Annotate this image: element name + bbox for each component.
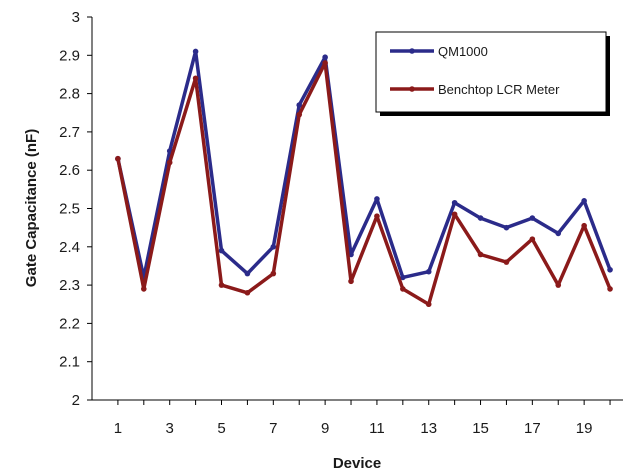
data-point	[296, 102, 303, 108]
data-point	[115, 155, 121, 162]
x-tick-label: 13	[420, 420, 437, 437]
x-tick-label: 5	[217, 420, 225, 437]
data-point	[192, 75, 199, 82]
x-axis-title: Device	[333, 455, 381, 472]
x-tick-label: 19	[576, 420, 593, 437]
data-point	[607, 286, 613, 292]
data-point	[322, 54, 328, 61]
y-tick-label: 2.5	[59, 201, 80, 218]
data-point	[218, 247, 225, 254]
data-point	[425, 301, 432, 308]
data-point	[166, 159, 173, 166]
x-tick-label: 9	[321, 420, 329, 437]
data-point	[477, 251, 484, 258]
y-tick-label: 2.9	[59, 47, 80, 64]
y-tick-label: 2.4	[59, 239, 80, 256]
x-tick-label: 15	[472, 420, 489, 437]
y-tick-label: 2.8	[59, 86, 80, 103]
x-tick-label: 17	[524, 420, 541, 437]
data-point	[244, 289, 251, 296]
data-point	[348, 278, 354, 285]
data-point	[477, 215, 484, 221]
x-tick-label: 7	[269, 420, 277, 437]
data-point	[400, 274, 406, 281]
data-point	[451, 211, 458, 218]
series-lines	[115, 48, 613, 308]
data-point	[270, 270, 277, 277]
series-line-2	[116, 61, 612, 307]
data-point	[581, 222, 587, 229]
y-tick-label: 2.2	[59, 315, 80, 332]
data-point	[503, 224, 510, 231]
data-point	[322, 60, 328, 66]
data-point	[503, 259, 510, 265]
legend-marker-2	[409, 86, 415, 92]
y-tick-label: 2.7	[59, 124, 80, 141]
y-tick-label: 3	[72, 9, 80, 26]
data-point	[192, 48, 199, 55]
x-tick-label: 3	[166, 420, 174, 437]
data-point	[607, 266, 613, 273]
data-point	[218, 282, 225, 288]
data-point	[555, 282, 562, 288]
data-point	[451, 199, 458, 206]
x-tick-label: 11	[369, 420, 385, 437]
x-tick-label: 1	[114, 420, 122, 437]
data-point	[555, 230, 562, 237]
y-tick-label: 2.6	[59, 162, 80, 179]
data-point	[425, 268, 432, 275]
series-line-1	[116, 49, 612, 280]
data-point	[141, 286, 147, 292]
y-tick-label: 2	[72, 392, 80, 409]
data-point	[244, 270, 251, 277]
data-point	[374, 213, 380, 219]
legend-label-1: QM1000	[438, 44, 488, 59]
axes: 22.12.22.32.42.52.62.72.82.931 3 5 7 9 11 13 15…	[59, 9, 623, 437]
y-tick-label: 2.1	[59, 354, 80, 371]
data-point	[296, 111, 303, 118]
y-tick-label: 2.3	[59, 277, 80, 294]
legend-marker-1	[409, 48, 415, 54]
legend: QM1000 Benchtop LCR Meter	[375, 31, 610, 116]
data-point	[529, 236, 536, 242]
data-point	[529, 215, 536, 221]
data-point	[400, 286, 406, 292]
y-axis-title: Gate Capacitance (nF)	[23, 129, 40, 287]
data-point	[581, 198, 587, 204]
data-point	[270, 244, 277, 250]
legend-box	[375, 31, 607, 113]
legend-label-2: Benchtop LCR Meter	[438, 82, 560, 97]
data-point	[374, 196, 380, 202]
